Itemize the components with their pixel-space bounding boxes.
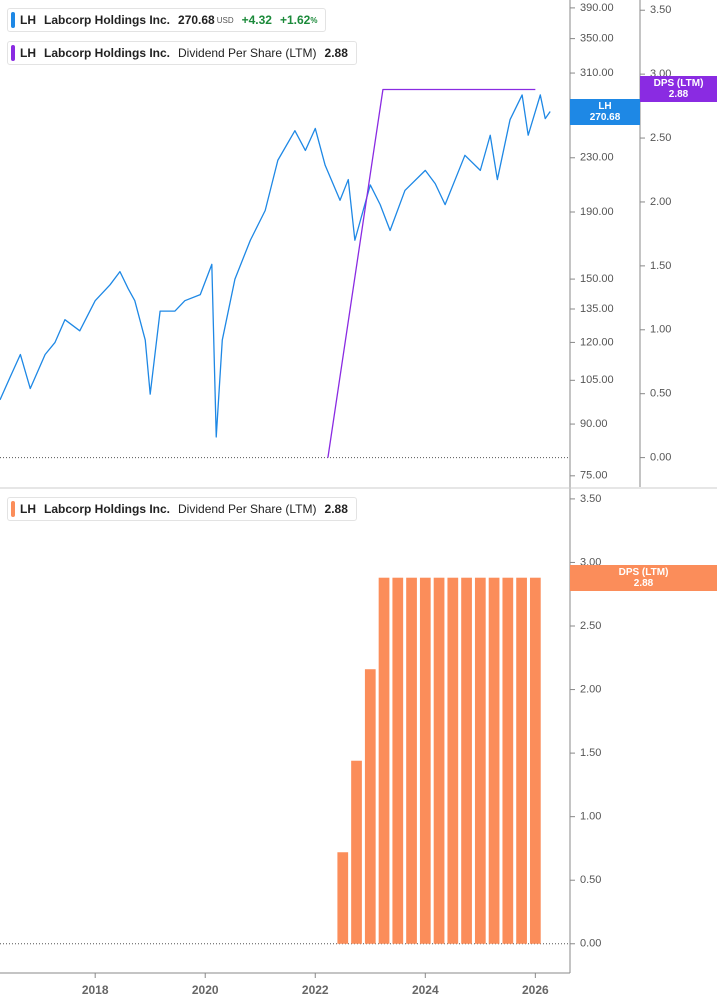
- bar: [364, 669, 376, 944]
- legend-pct-unit: %: [310, 15, 318, 25]
- legend-currency: USD: [216, 15, 234, 25]
- y-tick-label: 350.00: [580, 33, 614, 45]
- series-line: [327, 88, 536, 458]
- legend-change-pct: +1.62: [279, 13, 311, 27]
- y-tick-label: 150.00: [580, 273, 614, 285]
- bar: [419, 577, 431, 944]
- bar: [447, 577, 459, 944]
- bar: [488, 577, 500, 944]
- bar: [529, 577, 541, 944]
- series-line: [0, 94, 551, 438]
- y-tick-label: 90.00: [580, 418, 608, 430]
- legend-company: Labcorp Holdings Inc.: [44, 502, 171, 516]
- y-tick-label: 1.00: [650, 324, 671, 336]
- legend-change: +4.32: [241, 13, 272, 27]
- tag-text: DPS (LTM): [618, 566, 669, 578]
- tag-text: 270.68: [589, 111, 621, 123]
- tag-text: 2.88: [633, 577, 654, 589]
- x-tick-label: 2026: [522, 983, 549, 997]
- bar: [474, 577, 486, 944]
- legend-value: 2.88: [324, 46, 348, 60]
- tag-text: 2.88: [668, 89, 689, 101]
- y-tick-label: 1.50: [580, 747, 601, 759]
- y-tick-label: 0.00: [580, 938, 601, 950]
- price-legend[interactable]: LH Labcorp Holdings Inc. 270.68 USD +4.3…: [7, 8, 327, 32]
- bar: [378, 577, 390, 944]
- y-tick-label: 0.50: [650, 388, 671, 400]
- bar: [337, 852, 349, 944]
- bar-legend[interactable]: LH Labcorp Holdings Inc. Dividend Per Sh…: [7, 497, 357, 521]
- legend-company: Labcorp Holdings Inc.: [44, 46, 171, 60]
- y-tick-label: 2.00: [650, 196, 671, 208]
- x-tick-label: 2024: [412, 983, 439, 997]
- legend-price: 270.68: [178, 13, 215, 27]
- y-tick-label: 2.50: [650, 132, 671, 144]
- y-tick-label: 3.50: [580, 493, 601, 505]
- y-tick-label: 75.00: [580, 470, 608, 482]
- x-tick-label: 2018: [82, 983, 109, 997]
- y-tick-label: 3.50: [650, 4, 671, 16]
- legend-swatch: [11, 45, 15, 61]
- legend-ticker: LH: [20, 13, 36, 27]
- dps-legend[interactable]: LH Labcorp Holdings Inc. Dividend Per Sh…: [7, 41, 357, 65]
- dps-tag: DPS (LTM) 2.88: [570, 564, 717, 591]
- y-tick-label: 390.00: [580, 2, 614, 14]
- y-tick-label: 190.00: [580, 206, 614, 218]
- legend-series: Dividend Per Share (LTM): [178, 46, 317, 60]
- y-tick-label: 1.00: [580, 811, 601, 823]
- legend-company: Labcorp Holdings Inc.: [44, 13, 171, 27]
- legend-ticker: LH: [20, 46, 36, 60]
- y-tick-label: 310.00: [580, 67, 614, 79]
- legend-ticker: LH: [20, 502, 36, 516]
- bar: [502, 577, 514, 944]
- tag-text: LH: [598, 100, 612, 112]
- y-tick-label: 135.00: [580, 303, 614, 315]
- y-tick-label: 105.00: [580, 374, 614, 386]
- bar: [461, 577, 472, 944]
- tag-text: DPS (LTM): [653, 78, 704, 90]
- bar: [406, 577, 417, 944]
- y-tick-label: 120.00: [580, 336, 614, 348]
- legend-series: Dividend Per Share (LTM): [178, 502, 317, 516]
- y-tick-label: 1.50: [650, 260, 671, 272]
- y-tick-label: 0.00: [650, 452, 671, 464]
- bar: [516, 577, 527, 944]
- legend-swatch: [11, 12, 15, 28]
- dps-tag: DPS (LTM) 2.88: [640, 76, 717, 103]
- y-tick-label: 2.50: [580, 620, 601, 632]
- x-tick-label: 2020: [192, 983, 219, 997]
- y-tick-label: 230.00: [580, 152, 614, 164]
- bar: [351, 760, 362, 944]
- legend-value: 2.88: [324, 502, 348, 516]
- y-tick-label: 2.00: [580, 683, 601, 695]
- legend-swatch: [11, 501, 15, 517]
- bar: [433, 577, 445, 944]
- price-tag: LH 270.68: [570, 98, 640, 125]
- bar: [392, 577, 404, 944]
- x-tick-label: 2022: [302, 983, 329, 997]
- y-tick-label: 0.50: [580, 874, 601, 886]
